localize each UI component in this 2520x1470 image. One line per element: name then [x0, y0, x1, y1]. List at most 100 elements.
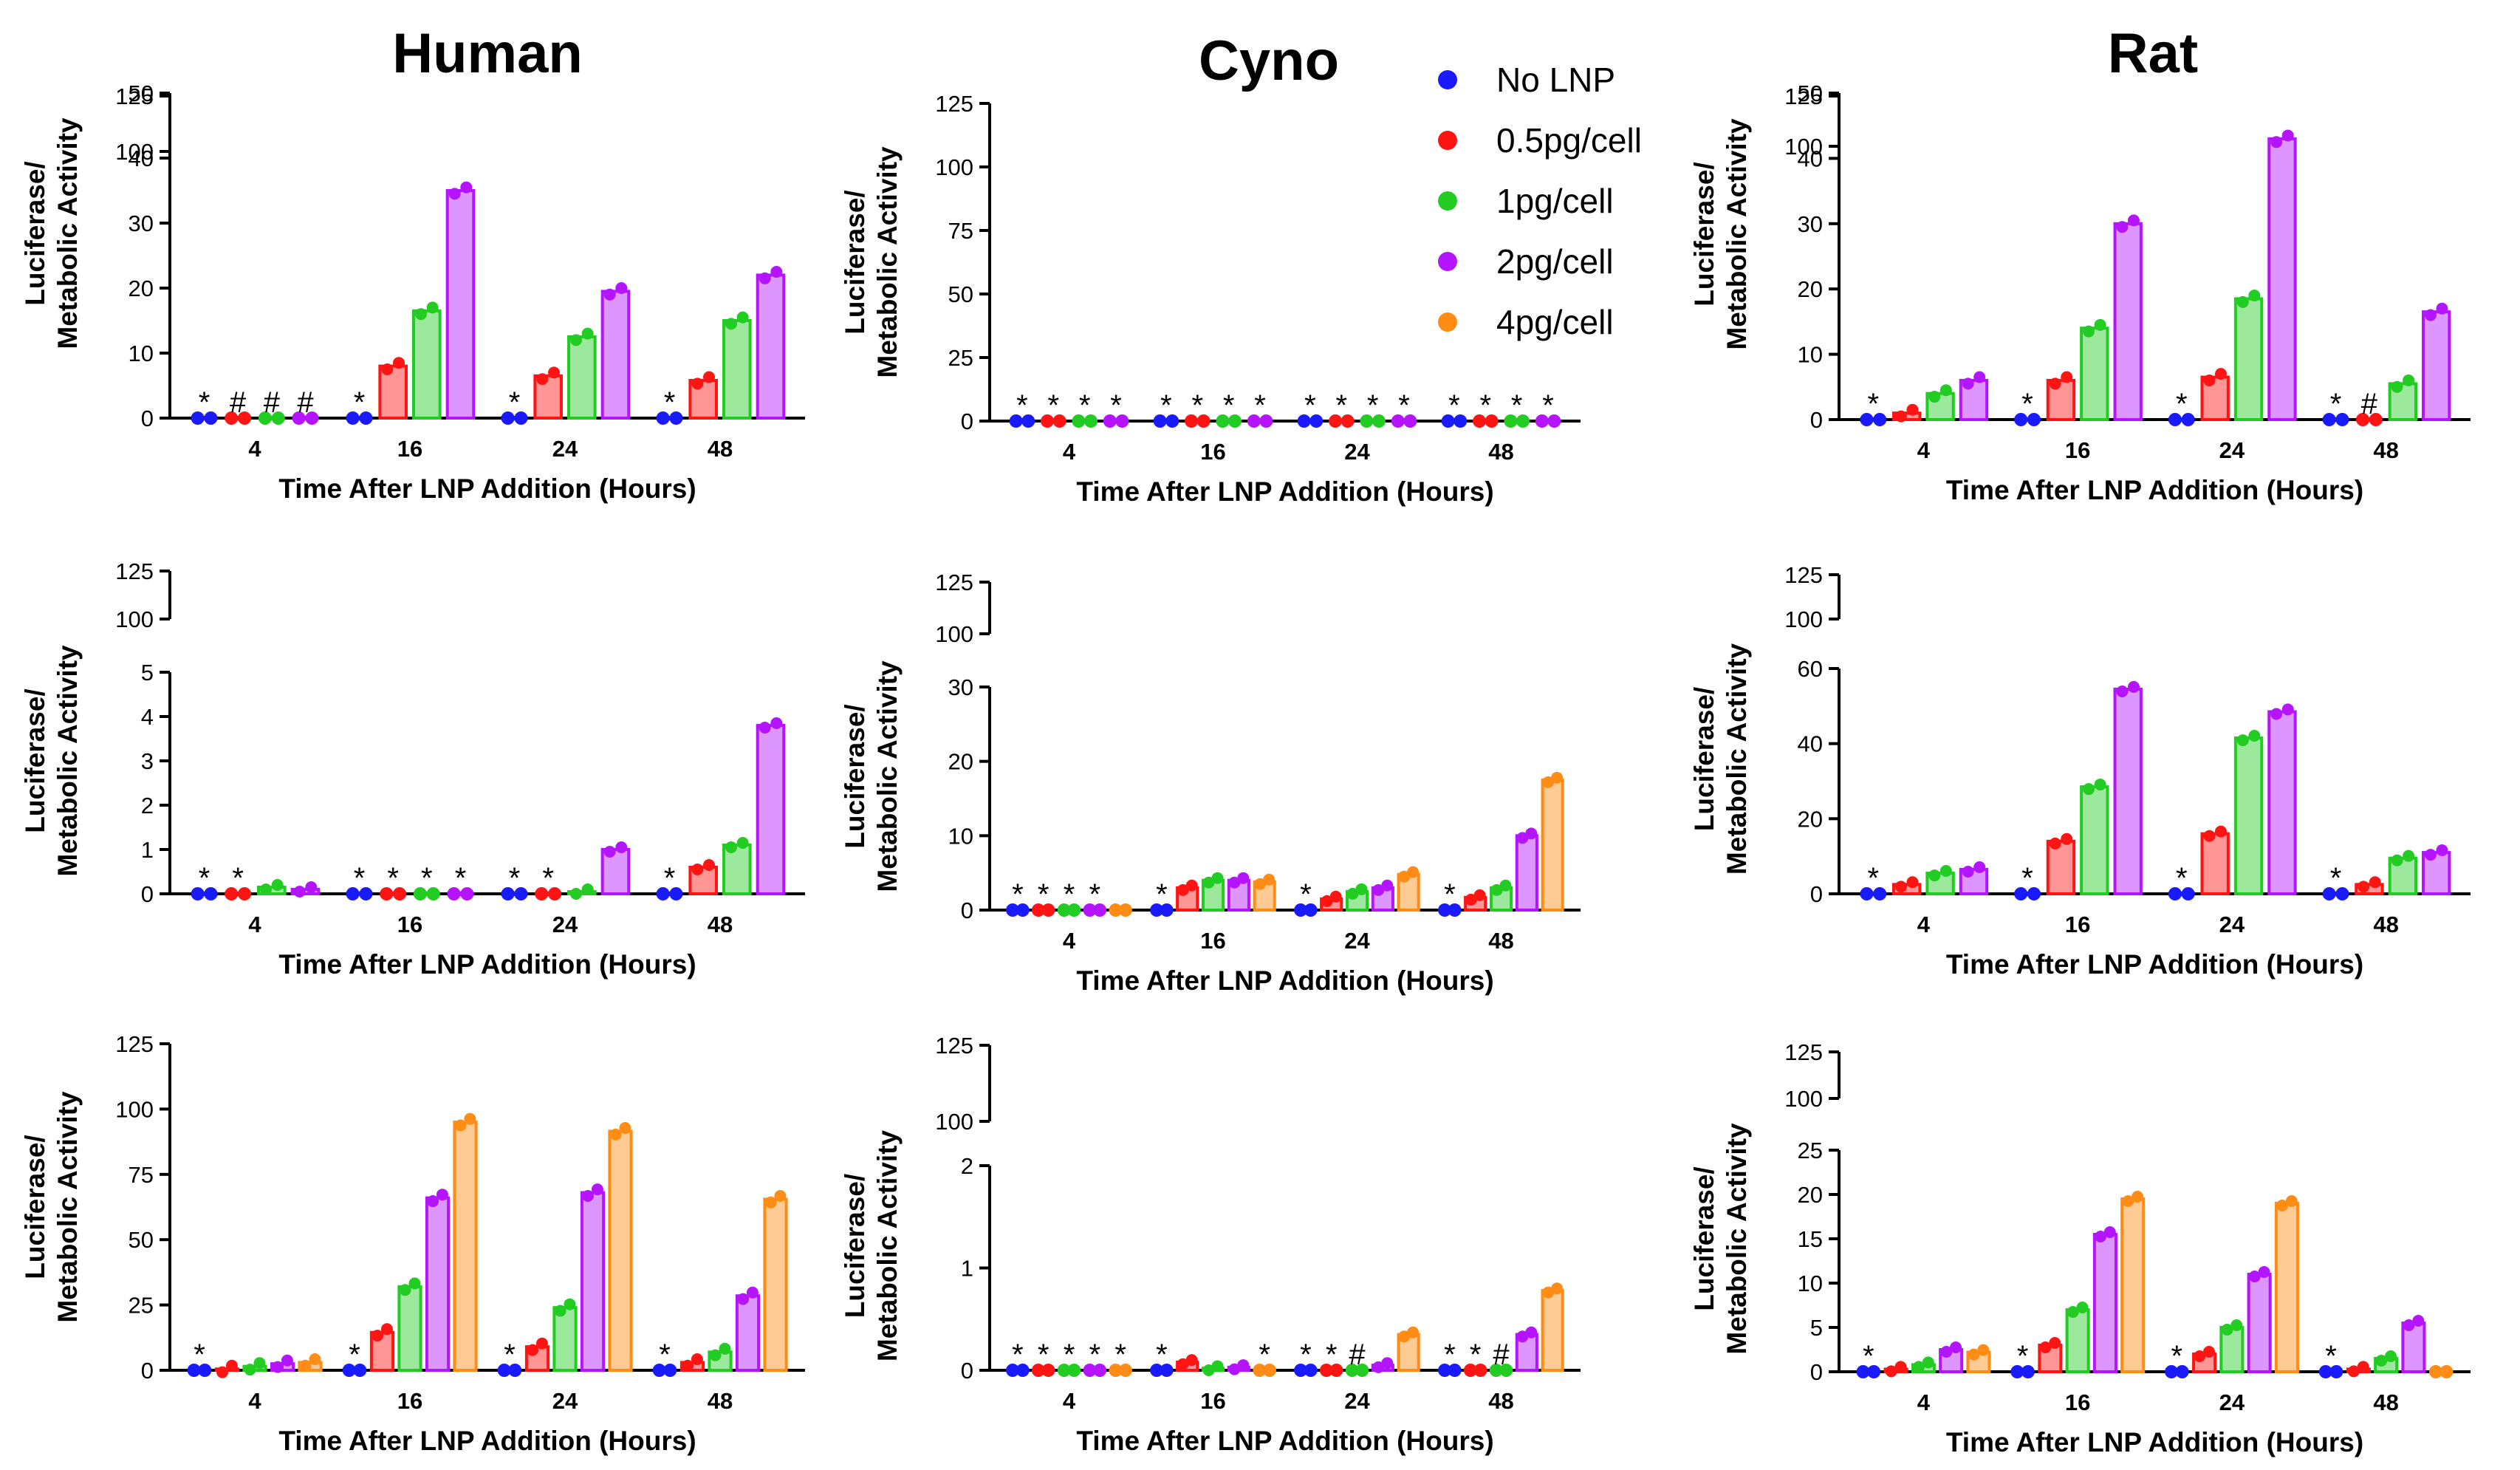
- x-tick-label: 48: [708, 912, 733, 937]
- significance-marker: *: [1300, 1339, 1312, 1371]
- x-tick-label: 24: [552, 436, 578, 462]
- significance-marker: *: [1038, 878, 1050, 911]
- y-axis-label-line: Luciferase/: [840, 1174, 870, 1318]
- y-tick-label: 75: [948, 218, 973, 244]
- x-axis-label: Time After LNP Addition (Hours): [278, 949, 696, 980]
- data-point: [1237, 872, 1250, 884]
- bar: [2065, 1308, 2090, 1373]
- data-point: [759, 272, 771, 284]
- data-point: [427, 1195, 439, 1208]
- x-tick-label: 24: [1344, 928, 1370, 954]
- bar: [2274, 1202, 2299, 1373]
- data-point: [569, 334, 582, 346]
- y-tick-label: 125: [115, 83, 154, 109]
- data-point: [342, 1364, 356, 1377]
- data-point: [1294, 1364, 1308, 1377]
- significance-marker: *: [1156, 1339, 1168, 1371]
- data-point: [1372, 1361, 1385, 1373]
- y-tick-label: 100: [935, 621, 973, 647]
- significance-marker: *: [1259, 1339, 1270, 1371]
- data-point: [770, 266, 783, 278]
- significance-marker: *: [354, 862, 366, 895]
- significance-marker: *: [1192, 389, 1204, 422]
- data-point: [204, 887, 218, 900]
- data-point: [1867, 1365, 1881, 1378]
- data-point: [1473, 889, 1486, 901]
- data-point: [736, 311, 749, 324]
- significance-marker: *: [542, 862, 554, 895]
- y-axis-label: Luciferase/Metabolic Activity: [20, 1091, 83, 1323]
- data-point: [548, 366, 561, 379]
- data-point: [380, 887, 394, 900]
- y-tick-label: 125: [115, 558, 154, 584]
- data-point: [1041, 1364, 1055, 1377]
- data-point: [1551, 1282, 1564, 1295]
- data-point: [299, 1359, 312, 1372]
- data-point: [2276, 1200, 2289, 1211]
- data-point: [1950, 1341, 1962, 1353]
- data-point: [2403, 849, 2415, 862]
- bar: [763, 1197, 788, 1372]
- data-point: [1067, 903, 1081, 917]
- data-point: [2049, 837, 2061, 849]
- y-tick-label: 100: [935, 154, 973, 180]
- data-point: [393, 887, 407, 900]
- data-point: [1551, 771, 1564, 784]
- data-point: [535, 887, 549, 900]
- data-point: [309, 1353, 321, 1365]
- data-point: [514, 887, 528, 900]
- data-point: [1009, 414, 1023, 428]
- y-axis-label-line: Metabolic Activity: [1722, 1123, 1752, 1355]
- data-point: [454, 1119, 467, 1132]
- data-point: [1381, 1357, 1394, 1370]
- y-tick-label: 0: [141, 406, 154, 431]
- bar: [2200, 832, 2230, 895]
- y-tick-label: 25: [948, 345, 973, 371]
- data-point: [1894, 1361, 1907, 1373]
- data-point: [1253, 1364, 1267, 1377]
- bar: [1515, 834, 1538, 912]
- data-point: [346, 887, 360, 900]
- bar: [425, 1196, 451, 1372]
- data-point: [1057, 903, 1071, 917]
- data-point: [1928, 391, 1941, 403]
- data-point: [1489, 1364, 1503, 1377]
- bar: [412, 309, 442, 420]
- significance-marker: *: [1254, 389, 1266, 422]
- x-tick-label: 48: [2373, 1389, 2398, 1415]
- data-point: [1454, 414, 1468, 428]
- data-point: [2318, 1365, 2332, 1378]
- y-tick-label: 1: [141, 837, 154, 863]
- data-point: [2014, 413, 2028, 426]
- y-tick-label: 10: [1798, 342, 1823, 368]
- data-point: [2436, 302, 2448, 315]
- data-point: [2094, 318, 2106, 331]
- bar: [1541, 1288, 1564, 1372]
- bar: [2120, 1197, 2146, 1373]
- data-point: [293, 886, 306, 898]
- data-point: [1103, 414, 1117, 428]
- data-point: [1177, 1358, 1189, 1370]
- x-tick-label: 4: [248, 436, 261, 462]
- bar: [397, 1285, 422, 1372]
- data-point: [2039, 1341, 2052, 1353]
- data-point: [691, 377, 704, 390]
- data-point: [1499, 1364, 1513, 1377]
- data-point: [1973, 371, 1986, 383]
- data-point: [2214, 825, 2227, 838]
- significance-marker: #: [1493, 1339, 1510, 1371]
- chart-panel: 0 20 40 60 100 125 Luciferase/Metabolic Activi…: [1689, 562, 2471, 980]
- significance-marker: *: [2021, 388, 2033, 420]
- data-point: [682, 1359, 694, 1372]
- y-tick-label: 2: [961, 1153, 973, 1179]
- significance-marker: *: [2176, 388, 2188, 420]
- data-point: [1355, 883, 1368, 895]
- data-point: [359, 411, 373, 425]
- data-point: [527, 1344, 539, 1356]
- y-tick-label: 0: [1810, 1359, 1823, 1385]
- bar: [2080, 785, 2109, 895]
- data-point: [1391, 414, 1405, 428]
- data-point: [1185, 879, 1198, 892]
- legend-label: 0.5pg/cell: [1496, 121, 1642, 160]
- data-point: [1973, 861, 1986, 873]
